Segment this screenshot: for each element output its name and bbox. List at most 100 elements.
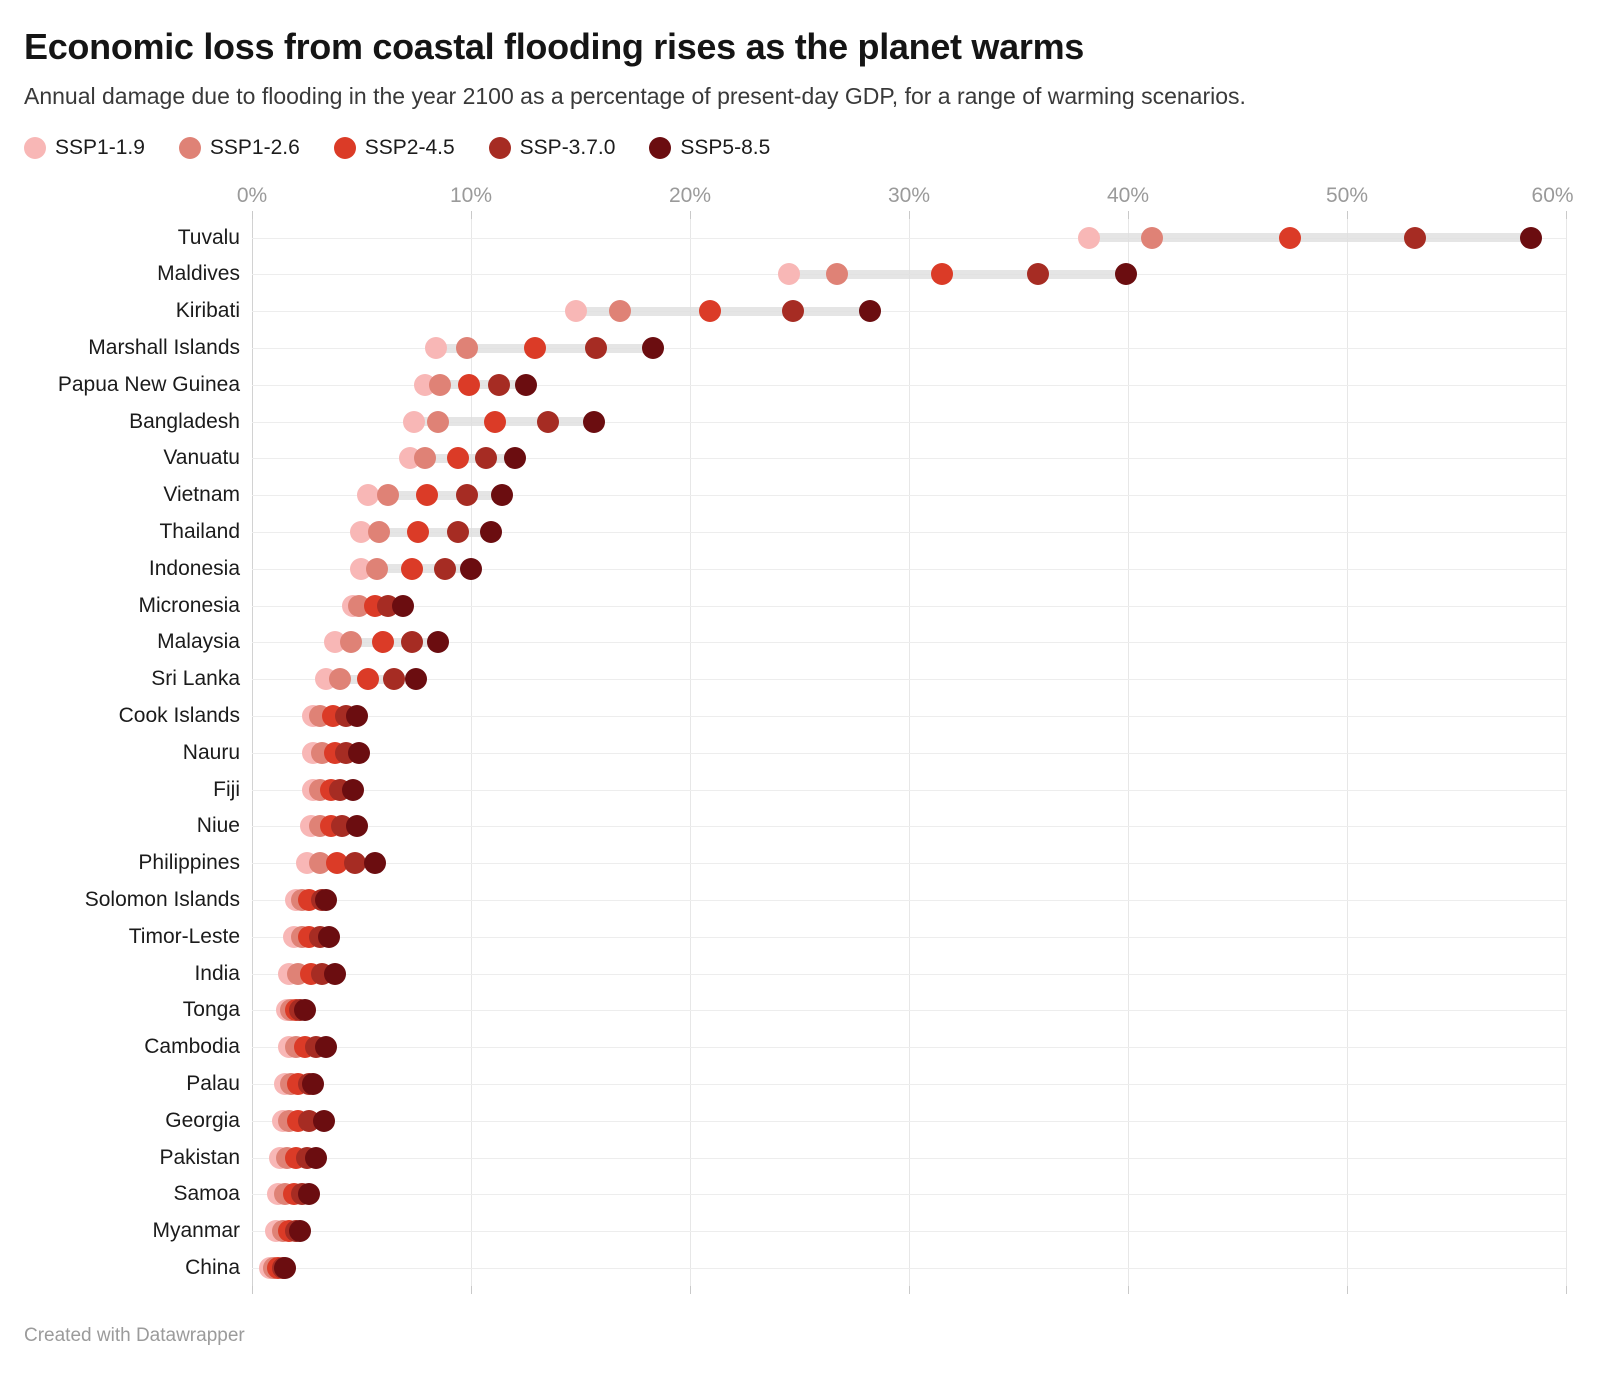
dot-ssp5-8-5[interactable] (289, 1220, 312, 1243)
dot-ssp2-4-5[interactable] (930, 263, 953, 286)
dot-ssp-3-7-0[interactable] (343, 852, 366, 875)
chart-row-georgia: Georgia (165, 1102, 1566, 1139)
dot-ssp5-8-5[interactable] (293, 999, 316, 1022)
dot-ssp1-1-9[interactable] (403, 410, 426, 433)
dot-ssp1-1-9[interactable] (777, 263, 800, 286)
dot-ssp1-1-9[interactable] (565, 300, 588, 323)
dot-ssp5-8-5[interactable] (363, 852, 386, 875)
dot-ssp1-2-6[interactable] (455, 337, 478, 360)
dot-ssp-3-7-0[interactable] (383, 668, 406, 691)
legend-label: SSP1-2.6 (209, 136, 300, 160)
dot-ssp2-4-5[interactable] (446, 447, 469, 470)
gridline-horizontal (252, 458, 1566, 460)
dot-ssp5-8-5[interactable] (1519, 226, 1542, 249)
dot-ssp-3-7-0[interactable] (536, 410, 559, 433)
legend-dot-icon (24, 137, 46, 160)
dot-ssp2-4-5[interactable] (1279, 226, 1302, 249)
dot-ssp5-8-5[interactable] (273, 1256, 296, 1279)
dot-ssp1-2-6[interactable] (1141, 226, 1164, 249)
row-label: Micronesia (138, 593, 240, 617)
chart-row-thailand: Thailand (159, 514, 1566, 551)
dot-ssp5-8-5[interactable] (641, 337, 664, 360)
gridline-horizontal (252, 1194, 1566, 1196)
dot-ssp-3-7-0[interactable] (1027, 263, 1050, 286)
dot-ssp-3-7-0[interactable] (1403, 226, 1426, 249)
gridline-vertical (1566, 219, 1567, 1287)
dot-ssp5-8-5[interactable] (315, 889, 338, 912)
dot-ssp5-8-5[interactable] (503, 447, 526, 470)
dot-ssp2-4-5[interactable] (457, 373, 480, 396)
dot-ssp-3-7-0[interactable] (400, 631, 423, 654)
dot-ssp2-4-5[interactable] (523, 337, 546, 360)
dot-ssp-3-7-0[interactable] (584, 337, 607, 360)
dot-ssp5-8-5[interactable] (297, 1183, 320, 1206)
gridline-horizontal (252, 1267, 1566, 1269)
dot-ssp5-8-5[interactable] (302, 1073, 325, 1095)
row-label: Sri Lanka (151, 667, 240, 691)
dot-ssp5-8-5[interactable] (858, 300, 881, 323)
dot-ssp-3-7-0[interactable] (475, 447, 498, 470)
dot-ssp2-4-5[interactable] (407, 521, 430, 544)
dot-ssp2-4-5[interactable] (698, 300, 721, 323)
dot-ssp5-8-5[interactable] (405, 668, 428, 691)
dot-ssp2-4-5[interactable] (357, 668, 380, 691)
dot-ssp1-2-6[interactable] (608, 300, 631, 323)
dot-ssp1-2-6[interactable] (414, 447, 436, 470)
dot-ssp-3-7-0[interactable] (781, 300, 804, 323)
dot-ssp5-8-5[interactable] (315, 1036, 338, 1059)
legend-dot-icon (488, 137, 511, 160)
dot-ssp1-2-6[interactable] (328, 668, 351, 691)
gridline-horizontal (252, 716, 1566, 718)
gridline-horizontal (252, 1084, 1566, 1085)
range-connector (1088, 233, 1531, 243)
dot-ssp2-4-5[interactable] (326, 852, 349, 875)
dot-ssp5-8-5[interactable] (348, 741, 371, 764)
legend-item-ssp2-4-5: SSP2-4.5 (333, 136, 455, 160)
dot-ssp1-2-6[interactable] (339, 631, 362, 654)
dot-ssp1-2-6[interactable] (365, 557, 388, 580)
dot-ssp1-2-6[interactable] (427, 410, 450, 433)
dot-ssp5-8-5[interactable] (427, 631, 450, 654)
dot-ssp1-1-9[interactable] (357, 484, 380, 507)
axis-tick (471, 211, 472, 220)
chart-row-maldives: Maldives (157, 256, 1566, 293)
chart-row-samoa: Samoa (173, 1176, 1566, 1213)
dot-ssp5-8-5[interactable] (459, 557, 482, 580)
dot-ssp1-2-6[interactable] (429, 373, 452, 396)
dot-ssp1-2-6[interactable] (825, 263, 848, 286)
dot-ssp5-8-5[interactable] (1114, 263, 1137, 286)
dot-ssp1-2-6[interactable] (376, 484, 399, 507)
dot-ssp5-8-5[interactable] (346, 705, 369, 728)
dot-ssp2-4-5[interactable] (400, 557, 423, 580)
dot-ssp5-8-5[interactable] (490, 484, 513, 507)
dot-ssp2-4-5[interactable] (372, 631, 395, 654)
gridline-horizontal (252, 642, 1566, 644)
dot-ssp-3-7-0[interactable] (433, 557, 456, 580)
dot-ssp5-8-5[interactable] (346, 815, 369, 838)
dot-ssp5-8-5[interactable] (582, 410, 605, 433)
page-title: Economic loss from coastal flooding rise… (24, 26, 1084, 67)
dot-ssp5-8-5[interactable] (313, 1109, 336, 1132)
dot-ssp2-4-5[interactable] (484, 410, 507, 433)
dot-ssp-3-7-0[interactable] (488, 373, 511, 396)
dot-ssp5-8-5[interactable] (514, 373, 537, 396)
row-label: Palau (186, 1072, 240, 1095)
dot-ssp1-2-6[interactable] (368, 521, 391, 544)
dot-ssp1-2-6[interactable] (308, 852, 331, 875)
x-axis-label: 10% (449, 184, 493, 208)
dot-ssp5-8-5[interactable] (324, 962, 347, 985)
dot-ssp-3-7-0[interactable] (446, 521, 469, 544)
dot-ssp5-8-5[interactable] (392, 594, 415, 617)
dot-ssp1-1-9[interactable] (424, 337, 447, 360)
dot-ssp5-8-5[interactable] (317, 925, 340, 948)
dot-ssp-3-7-0[interactable] (455, 484, 478, 507)
dot-ssp2-4-5[interactable] (416, 484, 439, 507)
x-axis-ticks-bottom (252, 1286, 1567, 1295)
dot-ssp5-8-5[interactable] (304, 1146, 327, 1169)
row-label: Tonga (182, 998, 240, 1022)
gridline-horizontal (252, 421, 1566, 423)
dot-ssp5-8-5[interactable] (341, 778, 364, 801)
dot-ssp1-1-9[interactable] (350, 521, 373, 544)
dot-ssp1-1-9[interactable] (1077, 226, 1100, 249)
dot-ssp5-8-5[interactable] (479, 521, 502, 544)
